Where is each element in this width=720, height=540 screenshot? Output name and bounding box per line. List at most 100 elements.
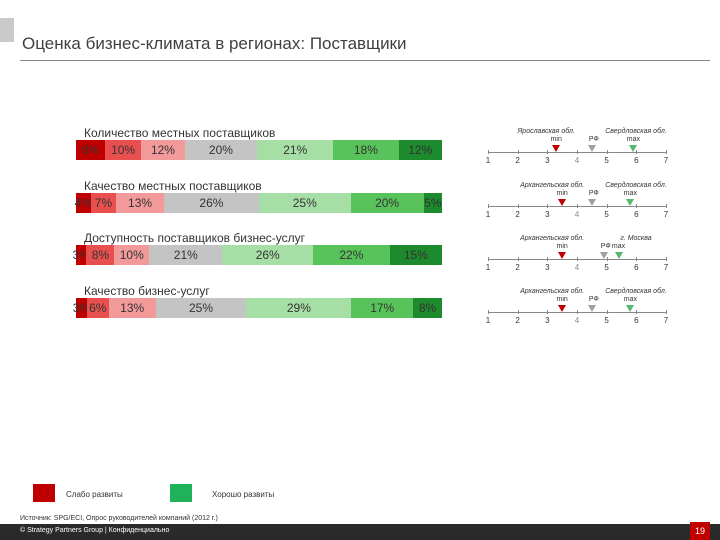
scale-tick <box>488 150 489 154</box>
rf-label: РФ <box>588 136 599 143</box>
scale-tick <box>488 310 489 314</box>
rating-scale: 1 2 3 4 5 6 7 Архангельская обл. min РФ Свердловск… <box>486 286 668 346</box>
stacked-bar: 8% 10% 12% 20% 21% 18% 12% <box>76 140 442 160</box>
scale-tick <box>547 257 549 261</box>
stacked-bar: 3% 6% 13% 25% 29% 17% 8% <box>72 298 442 318</box>
max-marker <box>629 145 638 152</box>
segment-value-label: 25% <box>292 196 317 210</box>
min-marker <box>552 145 561 152</box>
segment-value-label: 8% <box>418 301 437 315</box>
bar-segment <box>257 140 334 160</box>
min-region-label: Ярославская обл. <box>517 128 575 135</box>
scale-tick <box>666 310 667 314</box>
scale-tick-label: 4 <box>574 210 580 219</box>
bar-segment <box>90 193 117 213</box>
bar-segment <box>155 298 247 318</box>
bar-segment <box>149 245 223 265</box>
segment-value-label: 3% <box>72 301 91 315</box>
scale-tick <box>606 204 608 208</box>
min-label: min <box>550 136 562 143</box>
segment-value-label: 26% <box>255 248 280 262</box>
max-region-label: Свердловская обл. <box>605 288 667 295</box>
scale-tick <box>517 204 519 208</box>
rf-label: РФ <box>588 190 599 197</box>
min-region-label: Архангельская обл. <box>520 182 585 189</box>
rf-marker <box>587 145 596 152</box>
legend-label-strong: Хорошо развиты <box>212 490 275 499</box>
segment-value-label: 20% <box>375 196 400 210</box>
segment-value-label: 20% <box>208 143 233 157</box>
metric-label: Качество местных поставщиков <box>84 179 262 193</box>
segment-value-label: 7% <box>94 196 113 210</box>
max-label: max <box>623 296 638 303</box>
footer-bar: © Strategy Partners Group | Конфиденциал… <box>0 524 720 540</box>
scale-tick <box>517 310 519 314</box>
bar-segment <box>76 193 91 213</box>
segment-value-label: 29% <box>286 301 311 315</box>
min-marker <box>558 199 567 206</box>
segment-value-label: 26% <box>199 196 224 210</box>
segment-value-label: 13% <box>128 196 153 210</box>
scale-tick <box>606 150 608 154</box>
scale-tick <box>547 150 549 154</box>
bar-segment <box>116 193 164 213</box>
bar-segment <box>398 140 442 160</box>
scale-tick <box>517 150 519 154</box>
scale-tick-label: 3 <box>545 156 550 165</box>
rf-marker <box>587 199 596 206</box>
scale-tick-label: 6 <box>634 156 639 165</box>
scale-tick <box>666 204 667 208</box>
min-label: min <box>556 296 568 303</box>
segment-value-label: 8% <box>81 143 100 157</box>
stacked-bar: 3% 8% 10% 21% 26% 22% 15% <box>73 245 442 265</box>
scale-tick <box>636 150 638 154</box>
bar-segment <box>141 140 185 160</box>
scale-tick <box>606 310 608 314</box>
segment-value-label: 17% <box>370 301 395 315</box>
scale-tick-label: 4 <box>574 156 580 165</box>
scale-tick-label: 1 <box>485 156 491 165</box>
scale-tick <box>517 257 519 261</box>
min-label: min <box>556 243 568 250</box>
scale-tick <box>577 310 578 314</box>
segment-value-label: 10% <box>111 143 136 157</box>
bar-segment <box>76 140 105 160</box>
scale-tick-label: 2 <box>515 263 520 272</box>
rating-scale: 1 2 3 4 5 6 7 Архангельская обл. min РФ г. Москва m… <box>486 233 668 293</box>
scale-tick-label: 3 <box>545 316 550 325</box>
scale-tick-label: 4 <box>574 316 580 325</box>
scale-tick-label: 4 <box>574 263 580 272</box>
bar-segment <box>104 140 142 160</box>
bar-segment <box>351 298 413 318</box>
scale-tick-label: 1 <box>485 316 491 325</box>
scale-tick-label: 5 <box>604 316 609 325</box>
scale-tick <box>636 310 638 314</box>
scale-tick-label: 3 <box>545 210 550 219</box>
scale-tick <box>488 257 489 261</box>
rf-label: РФ <box>588 296 599 303</box>
max-marker <box>626 199 635 206</box>
scale-tick-label: 6 <box>634 210 639 219</box>
scale-tick <box>488 204 489 208</box>
rating-scale: 1 2 3 4 5 6 7 Ярославская обл. min РФ Свердловская… <box>486 126 668 186</box>
segment-value-label: 8% <box>91 248 110 262</box>
bar-segment <box>313 245 390 265</box>
bar-segment <box>389 245 442 265</box>
scale-tick-label: 2 <box>515 316 520 325</box>
source-note: Источник: SPG/ECI, Опрос руководителей к… <box>20 515 218 522</box>
segment-value-label: 21% <box>173 248 198 262</box>
segment-value-label: 15% <box>403 248 428 262</box>
legend-swatch-weak <box>33 484 55 502</box>
scale-tick-label: 2 <box>515 210 520 219</box>
bar-segment <box>86 245 115 265</box>
bar-segment <box>333 140 399 160</box>
segment-value-label: 18% <box>353 143 378 157</box>
scale-tick-label: 3 <box>545 263 550 272</box>
segment-value-label: 12% <box>408 143 433 157</box>
scale-tick-label: 2 <box>515 156 520 165</box>
bar-segment <box>184 140 258 160</box>
scale-tick-label: 1 <box>485 263 491 272</box>
segment-value-label: 6% <box>89 301 107 315</box>
rf-label: РФ <box>600 243 611 250</box>
scale-tick-label: 7 <box>663 156 669 165</box>
